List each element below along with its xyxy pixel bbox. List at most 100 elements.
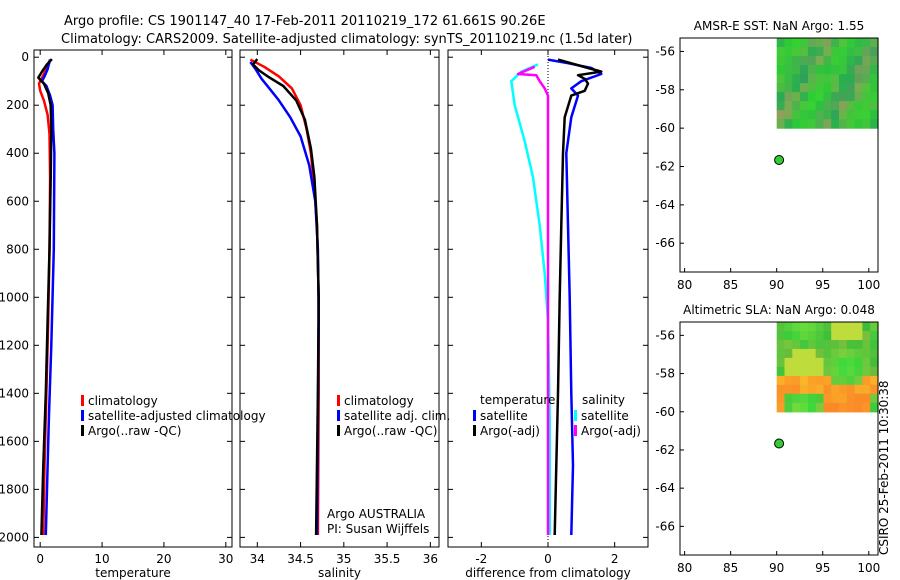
amsr_sst-heatmap-cell [839,56,848,66]
amsr_sst-heatmap-cell [839,92,848,102]
altimetric_sla-heatmap-cell [776,331,786,341]
altimetric_sla-heatmap-cell [792,375,801,386]
altimetric_sla-heatmap-cell [792,402,801,413]
altimetric_sla-heatmap-cell [870,340,879,350]
altimetric_sla-heatmap-cell [815,375,825,386]
amsr_sst-heatmap-cell [800,65,809,75]
salinity-x-tick-label: 35.5 [374,552,401,566]
difference-legend-entry-swatch [574,410,577,421]
temperature-legend-entry-swatch [81,395,84,406]
amsr_sst-heatmap-cell [792,119,801,129]
difference-x-tick-label: 0 [544,552,552,566]
altimetric_sla-map-frame [679,321,879,556]
altimetric_sla-x-tick-label: 85 [723,561,738,575]
altimetric_sla-heatmap-cell [823,375,832,386]
amsr_sst-heatmap-cell [862,56,871,66]
altimetric_sla-heatmap-cell [792,357,801,368]
amsr_sst-y-tick-label: -62 [655,160,675,174]
amsr_sst-heatmap-cell [823,56,832,66]
amsr_sst-heatmap-cell [862,101,871,111]
altimetric_sla-heatmap-cell [800,366,809,377]
salinity-x-tick-label: 34 [250,552,265,566]
amsr_sst-heatmap-cell [776,83,786,93]
temperature-series-satellite-adjusted-climatology [40,59,56,536]
altimetric_sla-heatmap-cell [776,340,786,350]
amsr_sst-heatmap-cell [784,119,793,129]
altimetric_sla-heatmap-cell [815,322,825,332]
altimetric_sla-heatmap-cell [846,402,856,413]
amsr_sst-heatmap-cell [815,110,825,120]
altimetric_sla-heatmap-cell [800,322,809,332]
altimetric_sla-heatmap-cell [807,322,817,332]
difference-x-tick-label: -2 [475,552,487,566]
amsr_sst-y-tick-label: -56 [655,44,675,58]
temperature-x-tick-label: 0 [36,552,44,566]
amsr_sst-map-title: AMSR-E SST: NaN Argo: 1.55 [694,19,864,33]
amsr_sst-heatmap-cell [807,83,817,93]
amsr_sst-heatmap-cell [823,38,832,48]
amsr_sst-heatmap-cell [792,56,801,66]
altimetric_sla-heatmap-cell [831,402,840,413]
y-tick-label: 1800 [0,482,29,496]
altimetric_sla-y-tick-label: -56 [655,328,675,342]
amsr_sst-heatmap-cell [815,92,825,102]
amsr_sst-heatmap-cell [807,92,817,102]
amsr_sst-heatmap-cell [784,65,793,75]
altimetric_sla-x-tick-label: 90 [769,561,784,575]
amsr_sst-heatmap-cell [792,65,801,75]
altimetric_sla-argo-position-marker [774,438,785,449]
salinity-legend-entry: satellite adj. clim. [344,409,450,423]
amsr_sst-heatmap-cell [807,56,817,66]
amsr_sst-heatmap-cell [846,101,856,111]
altimetric_sla-heatmap-cell [839,357,848,368]
altimetric_sla-heatmap-cell [815,393,825,404]
amsr_sst-x-tick-label: 95 [815,278,830,292]
altimetric_sla-heatmap-cell [776,357,786,368]
amsr_sst-argo-position-marker [774,155,785,166]
amsr_sst-heatmap-cell [807,38,817,48]
altimetric_sla-heatmap-cell [870,393,879,404]
amsr_sst-heatmap-cell [815,101,825,111]
altimetric_sla-heatmap-cell [823,384,832,395]
amsr_sst-heatmap-cell [870,38,879,48]
altimetric_sla-heatmap-cell [823,393,832,404]
salinity-legend-entry-swatch [337,395,340,406]
temperature-x-tick-label: 20 [156,552,171,566]
altimetric_sla-heatmap-cell [831,348,840,359]
amsr_sst-heatmap-cell [862,92,871,102]
amsr_sst-heatmap-cell [800,92,809,102]
amsr_sst-heatmap-cell [831,92,840,102]
amsr_sst-heatmap-cell [776,101,786,111]
amsr_sst-heatmap-cell [776,47,786,57]
difference-legend-entry: satellite [480,409,528,423]
amsr_sst-heatmap-cell [846,47,856,57]
altimetric_sla-y-tick-label: -60 [655,405,675,419]
altimetric_sla-heatmap-cell [792,366,801,377]
altimetric_sla-heatmap-cell [800,348,809,359]
altimetric_sla-heatmap-cell [854,357,863,368]
altimetric_sla-x-tick-label: 80 [677,561,692,575]
amsr_sst-heatmap-cell [776,56,786,66]
amsr_sst-heatmap-cell [831,83,840,93]
altimetric_sla-heatmap-cell [784,322,793,332]
altimetric_sla-heatmap-cell [831,340,840,350]
amsr_sst-heatmap [776,38,879,129]
amsr_sst-y-tick-label: -58 [655,83,675,97]
altimetric_sla-heatmap-cell [831,331,840,341]
amsr_sst-heatmap-cell [776,65,786,75]
amsr_sst-heatmap-cell [846,83,856,93]
figure-title-line2: Climatology: CARS2009. Satellite-adjuste… [61,32,633,47]
altimetric_sla-y-tick-label: -66 [655,519,675,533]
salinity-legend-entry-swatch [337,410,340,421]
amsr_sst-heatmap-cell [807,101,817,111]
difference-series-salinity-satellite [510,63,551,535]
altimetric_sla-heatmap-cell [784,393,793,404]
altimetric_sla-heatmap-cell [823,402,832,413]
amsr_sst-heatmap-cell [831,56,840,66]
amsr_sst-heatmap-cell [800,56,809,66]
altimetric_sla-heatmap-cell [854,348,863,359]
amsr_sst-heatmap-cell [823,47,832,57]
y-tick-label: 0 [21,50,29,64]
temperature-x-axis-label: temperature [95,566,170,580]
amsr_sst-heatmap-cell [784,92,793,102]
